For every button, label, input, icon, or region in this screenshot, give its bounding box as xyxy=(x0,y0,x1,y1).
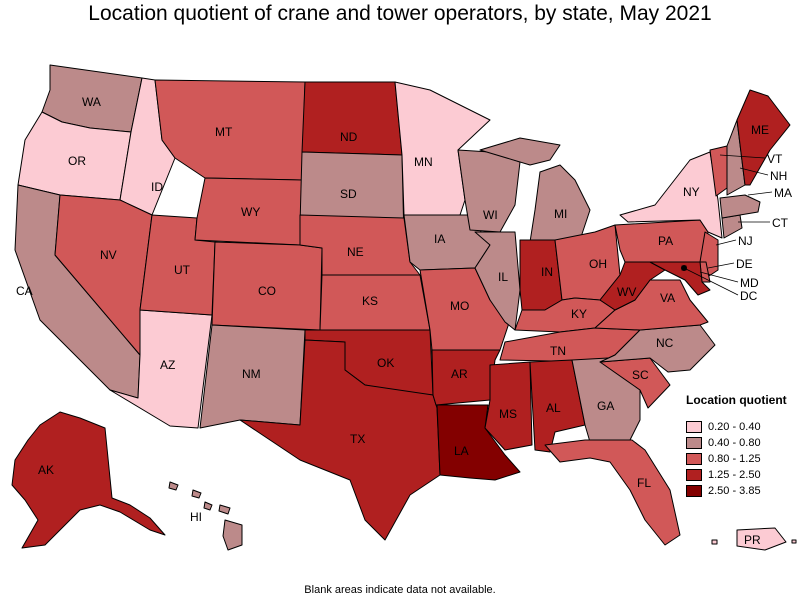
label-la: LA xyxy=(454,444,469,458)
legend-item: 2.50 - 3.85 xyxy=(686,483,796,499)
label-tn: TN xyxy=(550,344,566,358)
legend-item: 0.40 - 0.80 xyxy=(686,435,796,451)
state-ak[interactable] xyxy=(11,411,166,549)
label-wi: WI xyxy=(483,208,498,222)
label-md: MD xyxy=(740,276,759,290)
state-az[interactable] xyxy=(109,309,213,429)
label-ia: IA xyxy=(434,232,445,246)
legend-label: 0.40 - 0.80 xyxy=(708,437,761,449)
label-ok: OK xyxy=(377,356,394,370)
label-ct: CT xyxy=(772,216,789,230)
label-me: ME xyxy=(751,123,769,137)
label-dc: DC xyxy=(740,289,758,303)
map-legend: Location quotient 0.20 - 0.40 0.40 - 0.8… xyxy=(686,393,796,499)
label-nd: ND xyxy=(340,130,358,144)
vt-leader xyxy=(719,154,766,159)
label-pr: PR xyxy=(744,533,761,547)
label-az: AZ xyxy=(160,358,175,372)
label-pa: PA xyxy=(658,234,673,248)
label-oh: OH xyxy=(589,257,607,271)
footnote: Blank areas indicate data not available. xyxy=(304,584,496,596)
legend-title: Location quotient xyxy=(686,393,787,407)
state-ny[interactable] xyxy=(619,151,723,239)
legend-item: 0.80 - 1.25 xyxy=(686,451,796,467)
state-nd[interactable] xyxy=(301,81,403,156)
label-ca: CA xyxy=(16,284,33,298)
label-hi: HI xyxy=(190,510,202,524)
label-or: OR xyxy=(68,154,86,168)
label-al: AL xyxy=(546,401,561,415)
legend-swatch xyxy=(686,485,702,497)
label-nc: NC xyxy=(656,336,674,350)
label-ga: GA xyxy=(597,399,614,413)
nh-leader xyxy=(739,167,769,176)
label-nv: NV xyxy=(100,248,117,262)
pr-islet xyxy=(711,539,718,545)
label-ks: KS xyxy=(362,294,378,308)
label-mn: MN xyxy=(414,155,433,169)
state-pr[interactable] xyxy=(736,527,787,551)
md-leader xyxy=(699,271,739,283)
nj-leader xyxy=(715,239,737,246)
label-ma: MA xyxy=(774,186,792,200)
legend-swatch xyxy=(686,437,702,449)
label-co: CO xyxy=(258,284,276,298)
label-mt: MT xyxy=(215,125,233,139)
state-la[interactable] xyxy=(436,404,521,481)
label-il: IL xyxy=(498,270,508,284)
state-wy[interactable] xyxy=(194,177,303,246)
state-mi[interactable] xyxy=(479,137,591,243)
legend-item: 0.20 - 0.40 xyxy=(686,419,796,435)
label-va: VA xyxy=(660,291,675,305)
dc-leader xyxy=(683,267,739,296)
state-il[interactable] xyxy=(474,231,521,331)
de-leader xyxy=(707,262,735,269)
label-tx: TX xyxy=(350,432,365,446)
label-nh: NH xyxy=(770,169,787,183)
legend-label: 1.25 - 2.50 xyxy=(708,469,761,481)
state-md[interactable] xyxy=(649,261,711,296)
legend-swatch xyxy=(686,421,702,433)
state-hi[interactable] xyxy=(168,481,243,551)
state-ma[interactable] xyxy=(719,194,761,219)
label-wa: WA xyxy=(82,95,101,109)
label-sc: SC xyxy=(632,368,649,382)
label-sd: SD xyxy=(340,187,357,201)
label-vt: VT xyxy=(767,152,783,166)
label-ny: NY xyxy=(683,185,700,199)
dc-dot xyxy=(681,265,687,271)
label-ms: MS xyxy=(499,407,517,421)
label-id: ID xyxy=(151,180,163,194)
label-fl: FL xyxy=(637,476,651,490)
pr-islet-east xyxy=(791,539,797,544)
label-de: DE xyxy=(736,257,753,271)
legend-item: 1.25 - 2.50 xyxy=(686,467,796,483)
label-wy: WY xyxy=(241,205,260,219)
label-ak: AK xyxy=(38,463,54,477)
legend-label: 0.80 - 1.25 xyxy=(708,453,761,465)
label-ut: UT xyxy=(174,263,191,277)
legend-label: 0.20 - 0.40 xyxy=(708,421,761,433)
label-mi: MI xyxy=(554,207,567,221)
label-mo: MO xyxy=(450,299,469,313)
label-in: IN xyxy=(541,265,553,279)
label-wv: WV xyxy=(617,285,636,299)
label-ne: NE xyxy=(347,245,364,259)
state-tx[interactable] xyxy=(239,339,441,541)
ma-leader xyxy=(747,191,773,196)
legend-swatch xyxy=(686,469,702,481)
label-ar: AR xyxy=(451,367,468,381)
legend-label: 2.50 - 3.85 xyxy=(708,485,761,497)
state-fl[interactable] xyxy=(544,439,681,546)
state-me[interactable] xyxy=(736,89,791,186)
label-nm: NM xyxy=(242,367,261,381)
label-nj: NJ xyxy=(738,234,753,248)
legend-swatch xyxy=(686,453,702,465)
label-ky: KY xyxy=(571,307,587,321)
map-title: Location quotient of crane and tower ope… xyxy=(88,2,712,25)
